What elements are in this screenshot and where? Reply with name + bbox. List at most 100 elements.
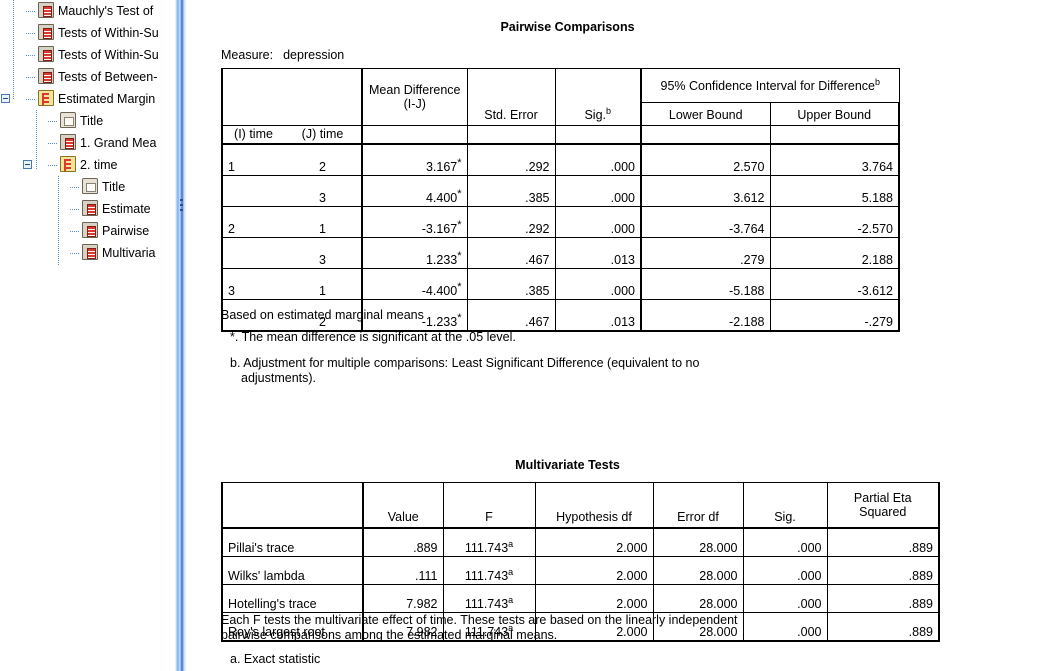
cell-std-error: .467 [466, 299, 556, 332]
cell-partial-eta-squared: .889 [826, 612, 940, 642]
header-lower-bound: Lower Bound [640, 102, 771, 126]
cell-value-value: 7.982 [406, 597, 438, 611]
footnote-marker: a [508, 622, 514, 633]
table-row[interactable]: Hotelling's trace 7.982 111.743a 2.000 28.00… [221, 584, 940, 613]
measure-value: depression [283, 48, 345, 62]
cell-upper-bound-value: 2.188 [861, 253, 893, 267]
cell-mean-difference-value: -1.233 [421, 315, 458, 329]
tree-connector [48, 154, 60, 176]
cell-f: 111.743a [442, 612, 536, 642]
cell-hypothesis-df-value: 2.000 [616, 597, 648, 611]
cell-sig-value: .000 [610, 284, 635, 298]
cell-lower-bound-value: .279 [740, 253, 765, 267]
pairwise-table-body[interactable]: 1 2 3.167* .292.000 2.570 3.764 3 4.400* .385.00… [221, 143, 900, 332]
cell-hypothesis-df-value: 2.000 [616, 569, 648, 583]
pairwise-comparisons-table[interactable]: Mean Difference (I-J) Std. Error Sig.b 9… [221, 68, 900, 332]
cell-j-time: 1 [284, 206, 363, 238]
cell-upper-bound: 5.188 [769, 175, 900, 207]
cell-lower-bound: -3.764 [640, 206, 771, 238]
outline-item[interactable]: Title [0, 176, 175, 198]
cell-error-df-value: 28.000 [699, 569, 738, 583]
significance-star: * [457, 311, 462, 324]
outline-item[interactable]: Estimate [0, 198, 175, 220]
cell-lower-bound-value: -3.764 [729, 222, 765, 236]
output-pane[interactable]: Pairwise Comparisons Measure: depression … [187, 0, 1052, 671]
header-spacer-cell [221, 68, 284, 126]
cell-lower-bound: -5.188 [640, 268, 771, 300]
mv-header-value: Value [362, 482, 444, 529]
table-row[interactable]: 1 2 3.167* .292 .000 2.570 3.764 [221, 143, 900, 176]
cell-sig: .000 [554, 206, 642, 238]
cell-mean-difference-value: 1.233 [425, 253, 458, 267]
multivariate-table-body[interactable]: Pillai's trace .889 111.743a 2.000 28.000.00… [221, 527, 940, 642]
cell-j-time: 1 [284, 268, 363, 300]
multivariate-tests-table[interactable]: Value F Hypothesis df Error df Sig. Part… [221, 482, 940, 642]
outline-tree[interactable]: Mauchly's Test of Tests of Within-Su Test… [0, 0, 175, 264]
tree-connector [70, 242, 82, 264]
cell-sig: .000 [554, 268, 642, 300]
cell-std-error-value: .385 [525, 191, 550, 205]
cell-i-time: 2 [221, 206, 284, 238]
tree-connector [70, 220, 82, 242]
pairwise-note-b-line1: b. Adjustment for multiple comparisons: … [230, 356, 700, 370]
table-icon [38, 2, 54, 18]
splitter-grip[interactable] [175, 196, 187, 218]
cell-std-error-value: .292 [525, 222, 550, 236]
cell-test-name-value: Wilks' lambda [228, 569, 305, 583]
cell-j-time-value: 2 [319, 160, 326, 174]
table-row[interactable]: Roy's largest root 7.982 111.743a 2.000 28.0… [221, 612, 940, 642]
outline-item[interactable]: Estimated Margin [0, 88, 175, 110]
outline-item[interactable]: Tests of Between- [0, 66, 175, 88]
outline-item[interactable]: Title [0, 110, 175, 132]
header-i-time: (I) time [221, 125, 284, 145]
significance-star: * [457, 249, 462, 262]
cell-j-time: 2 [284, 299, 363, 332]
outline-pane[interactable]: Mauchly's Test of Tests of Within-Su Test… [0, 0, 175, 671]
outline-item-label: Pairwise [102, 224, 150, 238]
cell-sig-value: .000 [797, 597, 822, 611]
table-row[interactable]: Pillai's trace .889 111.743a 2.000 28.000 .00… [221, 527, 940, 557]
pairwise-measure-line: Measure: depression [221, 48, 344, 62]
cell-lower-bound-value: 2.570 [733, 160, 765, 174]
cell-error-df-value: 28.000 [699, 625, 738, 639]
table-icon [82, 222, 98, 238]
cell-mean-difference-value: -3.167 [421, 222, 458, 236]
outline-item-label: Mauchly's Test of [58, 4, 154, 18]
cell-value-value: .111 [415, 569, 438, 583]
significance-star: * [457, 218, 462, 231]
multivariate-note-line2: pairwise comparisons among the estimated… [221, 628, 558, 642]
outline-item[interactable]: 2. time [0, 154, 175, 176]
cell-sig: .000 [742, 612, 828, 642]
cell-partial-eta-squared: .889 [826, 556, 940, 585]
table-row[interactable]: 3 1 -4.400* .385 .000 -5.188 -3.612 [221, 268, 900, 300]
outline-item[interactable]: Mauchly's Test of [0, 0, 175, 22]
mv-header-partial-eta-squared: Partial Eta Squared [826, 482, 940, 529]
outline-item-label: Multivaria [102, 246, 156, 260]
table-row[interactable]: 3 4.400* .385 .000 3.612 5.188 [221, 175, 900, 207]
footnote-marker: a [508, 566, 514, 577]
mv-header-hypothesis-df: Hypothesis df [534, 482, 654, 529]
table-row[interactable]: 2 1 -3.167* .292 .000 -3.764 -2.570 [221, 206, 900, 238]
outline-item[interactable]: Tests of Within-Su [0, 22, 175, 44]
cell-upper-bound: 3.764 [769, 143, 900, 176]
outline-item[interactable]: Pairwise [0, 220, 175, 242]
outline-item[interactable]: Multivaria [0, 242, 175, 264]
cell-std-error: .467 [466, 237, 556, 269]
cell-sig: .013 [554, 237, 642, 269]
outline-item[interactable]: Tests of Within-Su [0, 44, 175, 66]
expander-collapse-icon[interactable] [1, 94, 10, 103]
expander-collapse-icon[interactable] [23, 160, 32, 169]
header-sig-spacer [554, 125, 642, 145]
cell-f: 111.743a [442, 584, 536, 613]
table-row[interactable]: 3 1.233* .467 .013 .279 2.188 [221, 237, 900, 269]
cell-mean-difference: 1.233* [361, 237, 468, 269]
tree-guide-line [36, 110, 37, 170]
pane-splitter[interactable] [175, 0, 187, 671]
tree-connector [26, 22, 38, 44]
cell-j-time: 3 [284, 175, 363, 207]
table-row[interactable]: Wilks' lambda .111 111.743a 2.000 28.000 .000… [221, 556, 940, 585]
outline-item[interactable]: 1. Grand Mea [0, 132, 175, 154]
cell-value: 7.982 [362, 612, 444, 642]
cell-value-value: .889 [413, 541, 438, 555]
table-row[interactable]: 2 -1.233* .467 .013 -2.188 -.279 [221, 299, 900, 332]
